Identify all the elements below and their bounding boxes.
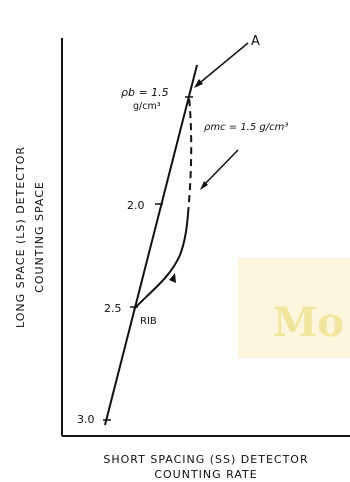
label-a: A	[251, 34, 260, 49]
leader-arrow-a	[195, 42, 249, 87]
label-tick-2-5: 2.5	[104, 302, 122, 315]
rib-curve-dashed	[187, 96, 193, 215]
x-axis-title-line2: COUNTING RATE	[154, 468, 257, 481]
label-rho-b: ρb = 1.5	[121, 86, 169, 99]
leader-arrow-a-head	[194, 79, 203, 88]
watermark-background	[238, 258, 350, 358]
curve-arrowhead	[169, 273, 176, 283]
x-axis-title-line1: SHORT SPACING (SS) DETECTOR	[103, 453, 308, 466]
y-axis-title-line2: COUNTING SPACE	[33, 181, 46, 293]
label-tick-3-0: 3.0	[77, 413, 95, 426]
label-rib: RIB	[140, 316, 157, 327]
leader-arrow-mc	[202, 149, 239, 187]
label-rho-mc: ρmc = 1.5 g/cm³	[204, 122, 288, 133]
rib-curve-solid	[133, 213, 189, 310]
watermark-text: Mo	[273, 299, 344, 346]
label-tick-2-0: 2.0	[127, 199, 145, 212]
density-line	[104, 64, 198, 426]
label-rho-b-unit: g/cm³	[133, 101, 161, 112]
y-axis-title-line1: LONG SPACE (LS) DETECTOR	[14, 146, 27, 328]
leader-arrow-mc-head	[200, 181, 208, 190]
